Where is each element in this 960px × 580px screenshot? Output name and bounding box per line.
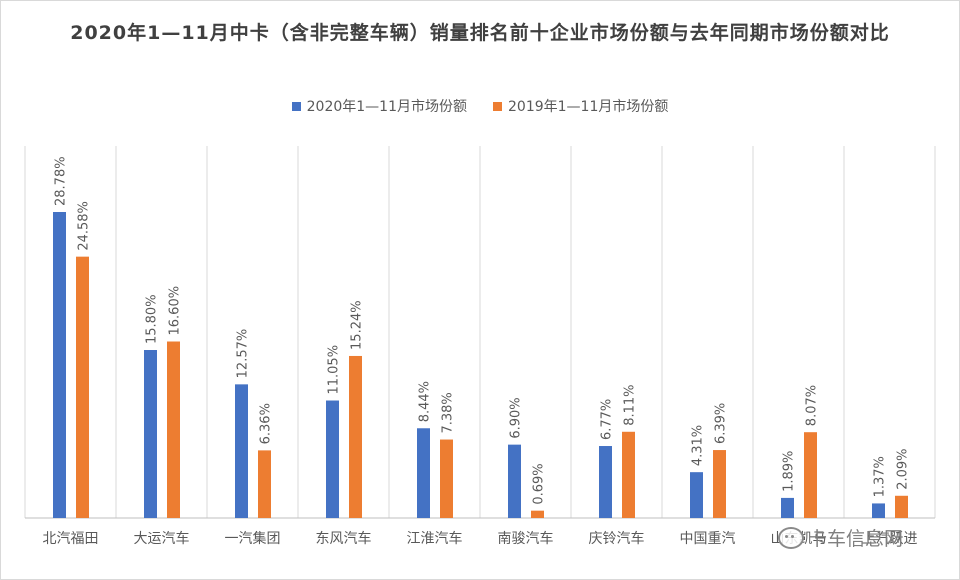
data-label: 16.60% <box>168 286 183 336</box>
x-tick-label: 大运汽车 <box>134 530 190 547</box>
data-label: 2.09% <box>896 448 911 489</box>
watermark-text: 卡车信息网 <box>808 528 904 550</box>
x-tick-label: 江淮汽车 <box>407 530 463 547</box>
bar-2019 <box>531 510 544 518</box>
bar-2019 <box>440 439 453 518</box>
data-label: 8.44% <box>418 381 433 422</box>
bar-2019 <box>76 256 89 518</box>
data-label: 7.38% <box>441 392 456 433</box>
data-label: 1.37% <box>873 456 888 497</box>
legend-item-2020: 2020年1—11月市场份额 <box>291 96 467 116</box>
data-label: 6.36% <box>259 403 274 444</box>
x-tick-label: 庆铃汽车 <box>589 530 645 547</box>
data-label: 24.58% <box>77 201 92 251</box>
watermark: 卡车信息网 <box>778 524 903 551</box>
bar-2019 <box>349 355 362 518</box>
bar-2019 <box>895 495 908 518</box>
x-tick-label: 上汽跃进 <box>862 531 918 547</box>
bar-2020 <box>417 428 430 518</box>
data-label: 11.05% <box>327 345 342 395</box>
legend-swatch-2019 <box>493 101 502 111</box>
bar-2019 <box>804 432 817 518</box>
data-label: 4.31% <box>691 425 706 466</box>
bar-2019 <box>713 450 726 518</box>
data-label: 1.89% <box>782 451 797 492</box>
x-tick-label: 南骏汽车 <box>498 530 554 547</box>
x-tick-label: 东风汽车 <box>316 530 372 547</box>
bar-2020 <box>53 212 66 518</box>
data-label: 0.69% <box>532 463 547 504</box>
data-label: 15.80% <box>145 294 160 344</box>
legend: 2020年1—11月市场份额 2019年1—11月市场份额 <box>0 96 960 116</box>
legend-label-2019: 2019年1—11月市场份额 <box>508 99 669 115</box>
bar-2020 <box>690 472 703 518</box>
x-tick-label: 一汽集团 <box>225 530 281 547</box>
bar-2020 <box>508 444 521 518</box>
legend-label-2020: 2020年1—11月市场份额 <box>306 99 467 115</box>
data-label: 6.77% <box>600 399 615 440</box>
chart-title: 2020年1—11月中卡（含非完整车辆）销量排名前十企业市场份额与去年同期市场份… <box>70 22 890 44</box>
data-label: 8.11% <box>623 384 638 425</box>
data-label: 28.78% <box>54 156 69 206</box>
bar-2020 <box>144 350 157 518</box>
data-label: 8.07% <box>805 385 820 426</box>
bar-2019 <box>622 431 635 518</box>
bar-2019 <box>167 341 180 518</box>
bar-2020 <box>326 400 339 518</box>
legend-swatch-2020 <box>291 101 301 111</box>
x-tick-label: 中国重汽 <box>680 531 736 547</box>
x-tick-label: 北汽福田 <box>43 531 99 547</box>
bar-2019 <box>258 450 271 518</box>
data-label: 6.39% <box>714 403 729 444</box>
data-label: 6.90% <box>509 397 524 438</box>
wechat-icon <box>778 526 804 549</box>
bar-2020 <box>599 446 612 518</box>
bar-2020 <box>781 497 794 518</box>
bar-2020 <box>235 384 248 518</box>
data-label: 12.57% <box>236 329 251 379</box>
data-label: 15.24% <box>350 300 365 350</box>
legend-item-2019: 2019年1—11月市场份额 <box>493 96 668 116</box>
bar-2020 <box>872 503 885 518</box>
